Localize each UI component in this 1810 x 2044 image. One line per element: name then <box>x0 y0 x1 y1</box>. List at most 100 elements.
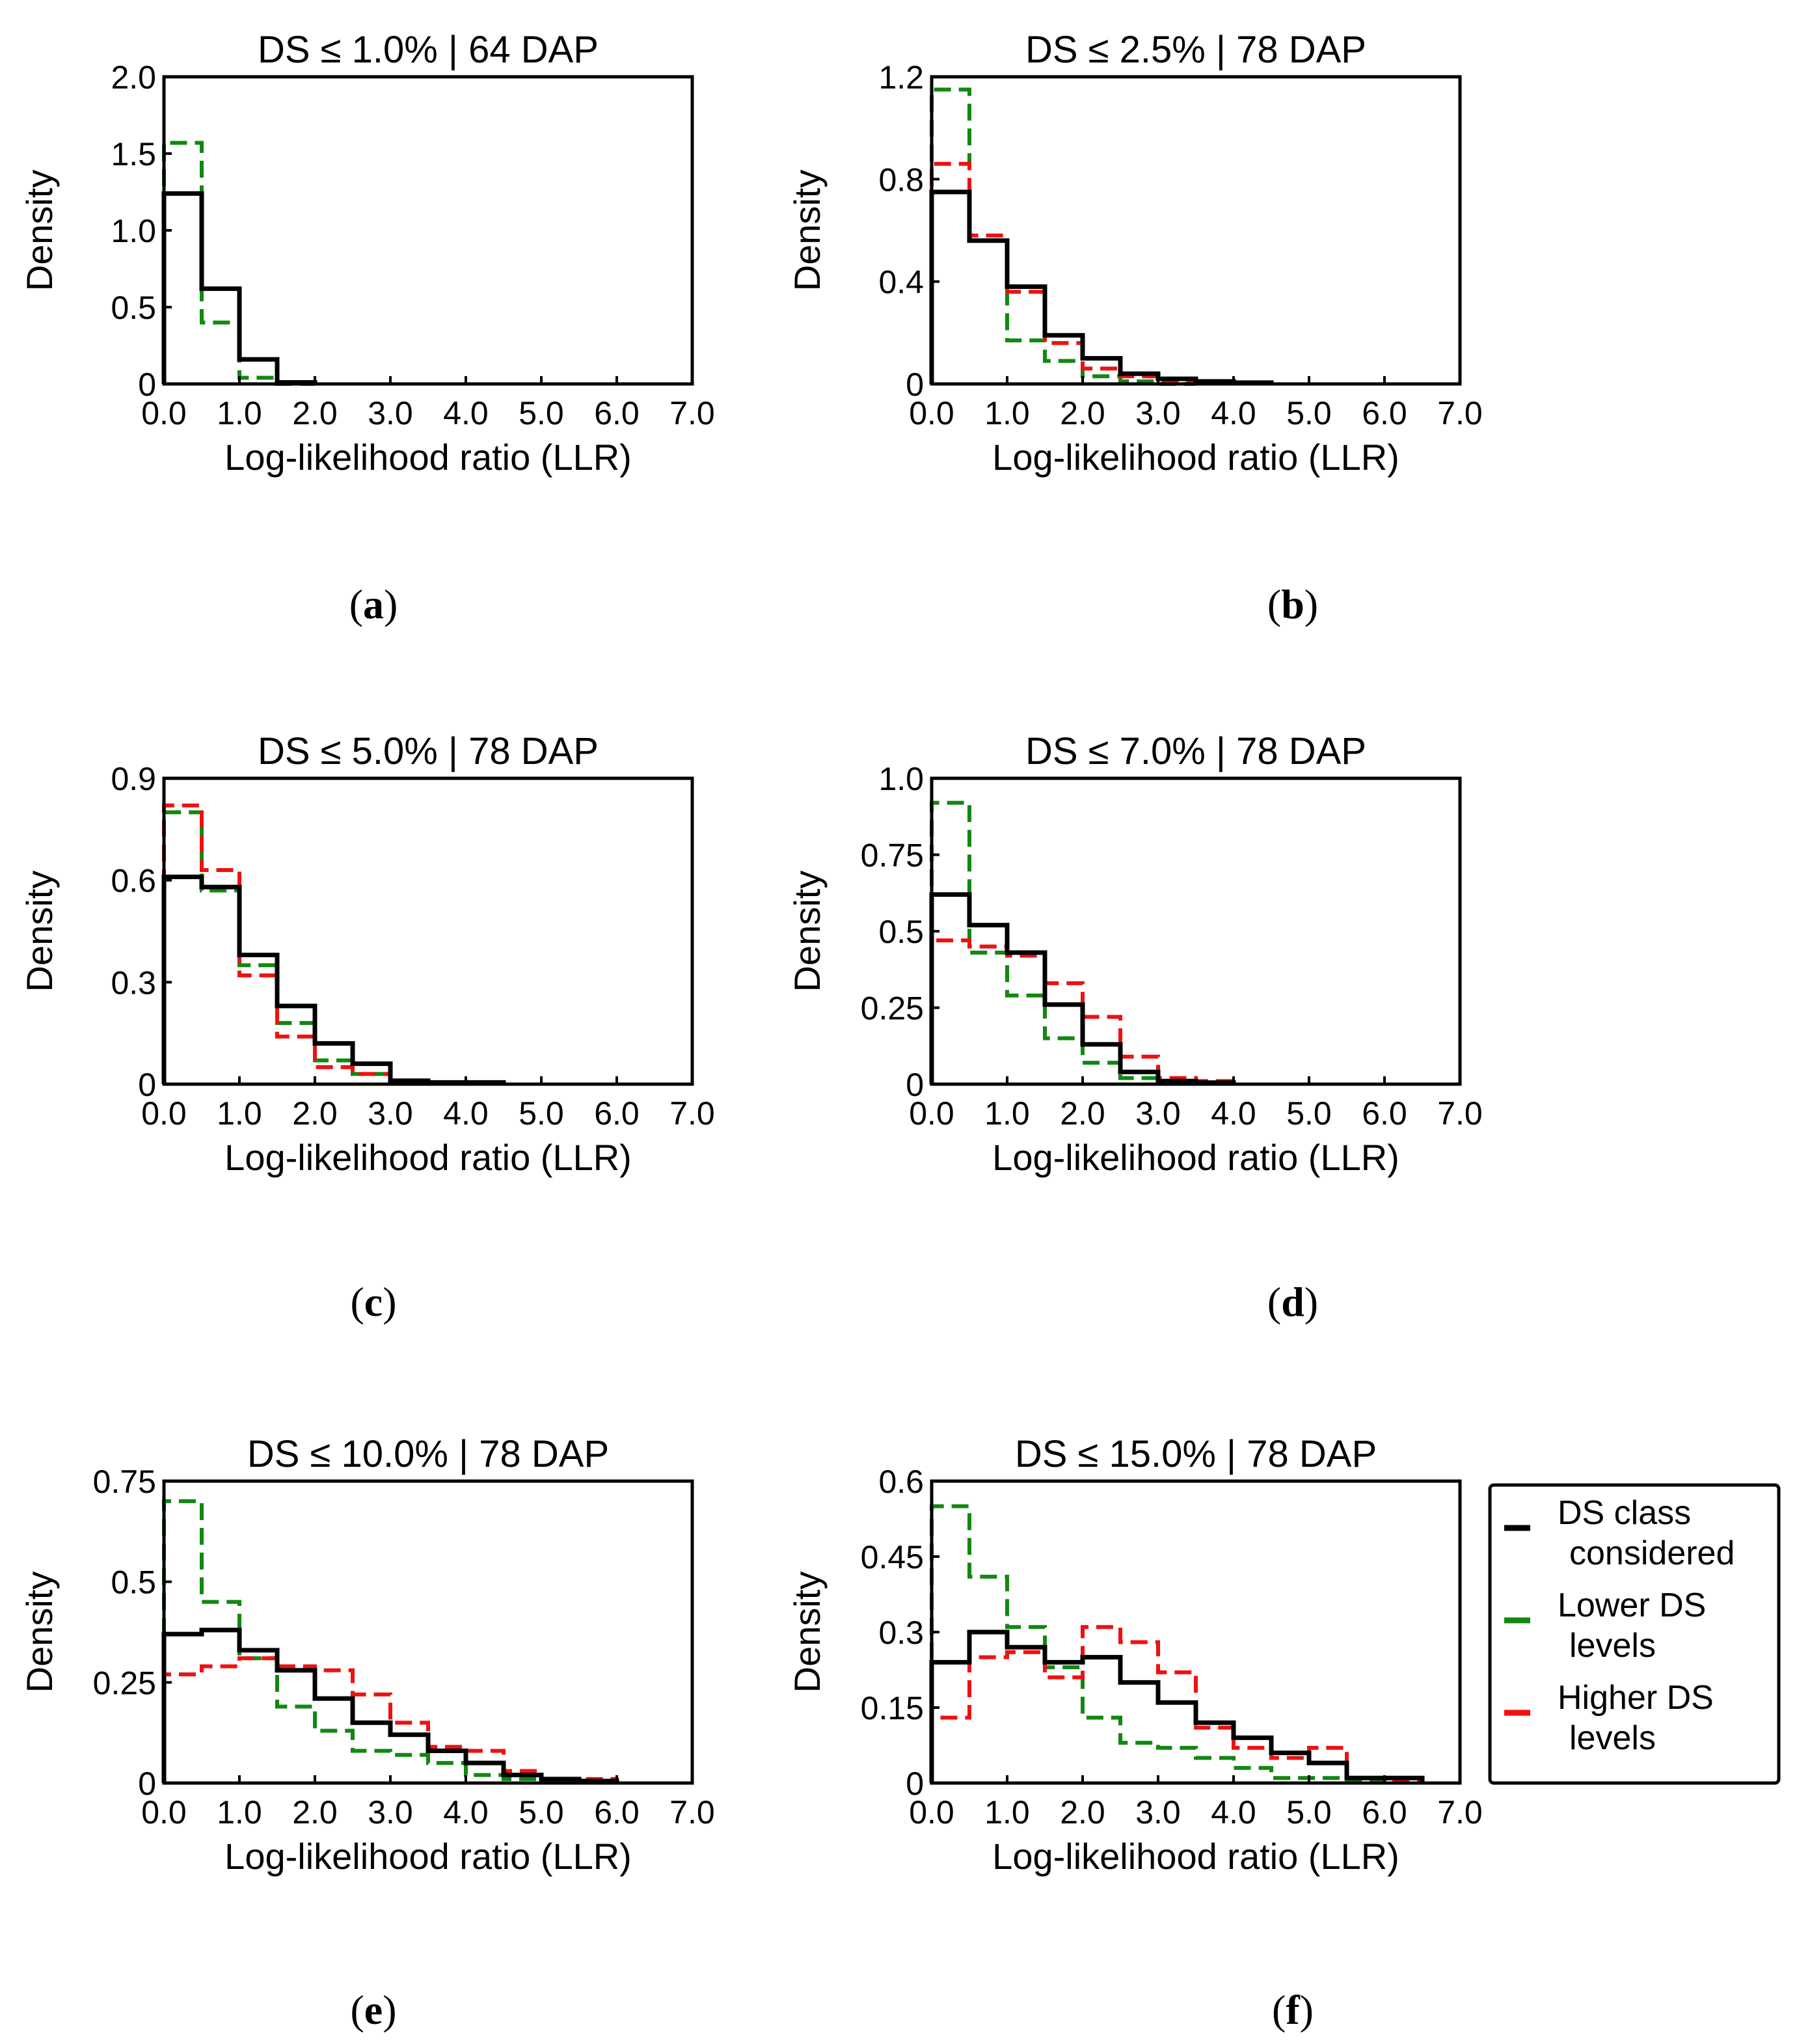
series-line-considered <box>929 189 1274 385</box>
x-tick-label: 1.0 <box>984 395 1030 431</box>
x-tick-label: 0.0 <box>141 1794 187 1831</box>
series-line-lower <box>930 87 1196 386</box>
x-tick-label: 7.0 <box>1437 1095 1483 1132</box>
legend-label-line: considered <box>1569 1534 1735 1572</box>
x-tick-label: 7.0 <box>669 1095 715 1132</box>
panel-label-close: ) <box>384 581 398 627</box>
panel-label: (f) <box>1272 1987 1314 2033</box>
x-tick-label: 4.0 <box>443 1095 489 1132</box>
y-axis-label: Density <box>19 871 60 992</box>
panel-label-open: ( <box>1267 1279 1281 1325</box>
x-tick-label: 5.0 <box>519 395 564 431</box>
x-tick-label: 1.0 <box>984 1794 1030 1831</box>
legend-label: DS class considered <box>1558 1494 1735 1572</box>
legend-item-lower: Lower DS levels <box>1504 1587 1706 1665</box>
chart-title: DS ≤ 10.0% | 78 DAP <box>247 1433 609 1475</box>
x-tick-label: 6.0 <box>594 395 640 431</box>
x-tick-label: 3.0 <box>1135 395 1181 431</box>
y-tick-label: 1.5 <box>111 136 156 172</box>
y-axis-label: Density <box>19 170 60 292</box>
y-tick-label: 0.6 <box>878 1464 924 1500</box>
series-line-lower <box>930 800 1198 1085</box>
y-tick-label: 0 <box>138 366 156 403</box>
y-tick-label: 0 <box>138 1765 156 1802</box>
x-tick-label: 7.0 <box>669 395 715 431</box>
x-tick-label: 5.0 <box>519 1095 564 1132</box>
x-tick-label: 3.0 <box>368 1095 413 1132</box>
x-tick-label: 1.0 <box>217 1095 262 1132</box>
y-axis-label: Density <box>787 170 828 292</box>
legend-label-line: levels <box>1569 1719 1656 1757</box>
panels: 0 0.5 1.0 1.5 2.0 0.0 1.0 2.0 3.0 4.0 5.0 6.0 7.0 DS … <box>19 29 1483 2033</box>
y-tick-label: 0.9 <box>111 761 156 797</box>
x-tick-label: 5.0 <box>519 1794 564 1831</box>
series-line-considered <box>929 1629 1425 1783</box>
x-tick-label: 2.0 <box>1060 395 1105 431</box>
x-tick-label: 5.0 <box>1286 395 1332 431</box>
x-tick-label: 2.0 <box>292 395 338 431</box>
y-tick-label: 0 <box>906 366 924 403</box>
y-axis-label: Density <box>787 1572 828 1693</box>
x-tick-label: 6.0 <box>1362 1794 1407 1831</box>
y-tick-label: 0.5 <box>111 290 156 326</box>
panel-label-open: ( <box>350 1987 364 2033</box>
y-tick-label: 0.25 <box>93 1665 156 1701</box>
chart-title: DS ≤ 15.0% | 78 DAP <box>1015 1433 1377 1475</box>
series-line-considered <box>929 892 1236 1085</box>
y-tick-label: 0.6 <box>111 863 156 899</box>
panel-label: (b) <box>1267 581 1318 627</box>
x-tick-label: 3.0 <box>1135 1794 1181 1831</box>
y-tick-label: 0.4 <box>878 264 924 301</box>
y-tick-label: 0.45 <box>861 1539 924 1575</box>
x-tick-label: 7.0 <box>1437 1794 1483 1831</box>
panel-label: (a) <box>349 581 398 627</box>
panel-label-close: ) <box>383 1279 396 1325</box>
panel-label-letter: e <box>364 1987 383 2033</box>
x-tick-label: 0.0 <box>141 395 187 431</box>
legend-box <box>1488 1483 1781 1785</box>
x-tick-label: 0.0 <box>141 1095 187 1132</box>
legend-label-line: Higher DS <box>1558 1679 1714 1717</box>
x-axis-label: Log-likelihood ratio (LLR) <box>224 1836 632 1877</box>
y-tick-label: 0.75 <box>861 838 924 874</box>
y-tick-label: 1.2 <box>878 59 924 96</box>
panel-label-close: ) <box>1304 1279 1318 1325</box>
x-axis-label: Log-likelihood ratio (LLR) <box>992 1137 1399 1178</box>
x-tick-label: 7.0 <box>669 1794 715 1831</box>
panel-label-close: ) <box>383 1987 396 2033</box>
panel-label-letter: c <box>364 1279 383 1325</box>
legend-label-line: DS class <box>1558 1494 1691 1532</box>
x-axis-label: Log-likelihood ratio (LLR) <box>992 1836 1399 1877</box>
panel-label-letter: d <box>1281 1279 1304 1325</box>
y-tick-label: 0.15 <box>861 1690 924 1726</box>
x-axis-label: Log-likelihood ratio (LLR) <box>224 1137 632 1178</box>
x-tick-label: 1.0 <box>984 1095 1030 1132</box>
legend: DS class considered Lower DS levels Higher D… <box>1488 1483 1781 1785</box>
series-line-lower <box>162 1499 581 1783</box>
panel-label-open: ( <box>349 581 363 627</box>
x-tick-label: 6.0 <box>594 1095 640 1132</box>
y-tick-label: 0.3 <box>111 964 156 1001</box>
y-tick-label: 0 <box>906 1067 924 1103</box>
panel-label-open: ( <box>1272 1987 1286 2033</box>
legend-label-line: levels <box>1569 1627 1656 1665</box>
plot-frame <box>162 1479 694 1785</box>
plot-frame <box>930 75 1462 386</box>
panel-label: (d) <box>1267 1279 1318 1325</box>
y-axis-label: Density <box>787 871 828 992</box>
y-tick-label: 0.3 <box>878 1615 924 1651</box>
panel-d: 0 0.25 0.5 0.75 1.0 0.0 1.0 2.0 3.0 4.0 5.0 6.0 7.0 D… <box>787 730 1483 1325</box>
x-tick-label: 4.0 <box>1211 395 1256 431</box>
chart-title: DS ≤ 2.5% | 78 DAP <box>1025 29 1366 71</box>
series-line-considered <box>161 874 506 1085</box>
x-tick-label: 3.0 <box>368 395 413 431</box>
x-tick-label: 4.0 <box>1211 1095 1256 1132</box>
x-tick-label: 0.0 <box>909 395 954 431</box>
x-tick-label: 2.0 <box>292 1095 338 1132</box>
panel-e: 0 0.25 0.5 0.75 0.0 1.0 2.0 3.0 4.0 5.0 6.0 7.0 DS ≤… <box>19 1433 715 2033</box>
x-tick-label: 5.0 <box>1286 1095 1332 1132</box>
panel-b: 0 0.4 0.8 1.2 0.0 1.0 2.0 3.0 4.0 5.0 6.0 7.0 DS ≤ 2… <box>787 29 1483 627</box>
series-line-higher <box>162 1656 619 1783</box>
panel-label-open: ( <box>1267 581 1281 627</box>
y-tick-label: 1.0 <box>111 213 156 249</box>
